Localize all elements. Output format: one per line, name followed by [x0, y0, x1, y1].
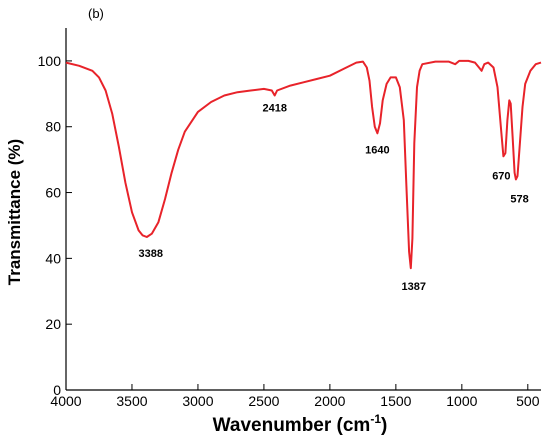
y-tick-label: 80: [45, 119, 61, 135]
y-tick-label: 40: [45, 250, 61, 266]
panel-label: (b): [88, 6, 104, 21]
x-tick-label: 1500: [380, 393, 411, 409]
peak-label: 1640: [365, 144, 389, 156]
x-tick-label: 2500: [248, 393, 279, 409]
x-axis-label: Wavenumber (cm-1): [213, 412, 388, 436]
transmittance-series-line: [65, 59, 542, 270]
x-tick-label: 500: [516, 393, 540, 409]
y-tick-label: 20: [45, 316, 61, 332]
x-tick-label: 4000: [50, 393, 81, 409]
peak-label: 3388: [139, 248, 163, 260]
y-tick-label: 100: [38, 53, 62, 69]
peak-label: 2418: [262, 102, 286, 114]
x-tick-label: 3500: [116, 393, 147, 409]
peak-label: 670: [492, 170, 510, 182]
peak-label: 578: [510, 193, 528, 205]
x-tick-label: 3000: [182, 393, 213, 409]
peak-label: 1387: [402, 281, 426, 293]
y-axis-label: Transmittance (%): [5, 139, 24, 285]
y-tick-label: 0: [53, 382, 61, 398]
y-tick-label: 60: [45, 185, 61, 201]
x-tick-label: 2000: [314, 393, 345, 409]
y-ticks: 0 20 40 60 80 100: [38, 53, 72, 398]
x-ticks: 4000 3500 3000 2500 2000 1500 1000 500: [50, 384, 540, 409]
x-tick-label: 1000: [446, 393, 477, 409]
